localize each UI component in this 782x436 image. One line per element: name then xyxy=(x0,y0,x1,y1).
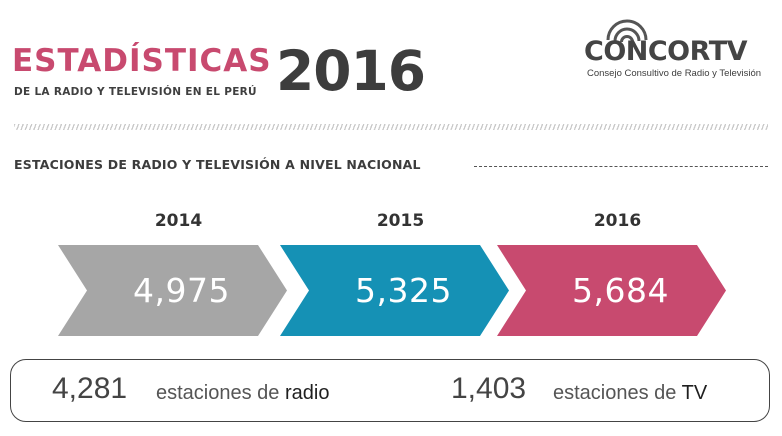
year-label-2016: 2016 xyxy=(593,211,642,231)
chevron-2016: 5,684 xyxy=(497,245,726,336)
bar-2014 xyxy=(58,245,287,336)
report-title: ESTADÍSTICAS xyxy=(12,43,272,79)
tv-label-prefix: estaciones de xyxy=(553,382,677,404)
bar-2016 xyxy=(497,245,726,336)
logo-tagline: Consejo Consultivo de Radio y Televisión xyxy=(587,68,762,79)
summary-box xyxy=(10,359,770,422)
tv-label-emphasis: TV xyxy=(681,382,708,404)
chevron-shape-2014 xyxy=(58,245,287,336)
radio-count: 4,281 xyxy=(52,372,128,405)
section-title: ESTACIONES DE RADIO Y TELEVISIÓN A NIVEL… xyxy=(14,157,421,172)
broadcast-waves-icon xyxy=(606,19,648,43)
radio-label: estaciones de radio xyxy=(156,381,329,405)
chevron-2015: 5,325 xyxy=(280,245,509,336)
value-label-2014: 4,975 xyxy=(133,271,230,310)
year-label-2015: 2015 xyxy=(376,211,425,231)
chevron-2014: 4,975 xyxy=(58,245,287,336)
logo-name: CONCORTV xyxy=(584,36,748,67)
year-label-2014: 2014 xyxy=(154,211,203,231)
value-label-2015: 5,325 xyxy=(355,271,452,310)
radio-label-emphasis: radio xyxy=(284,382,330,404)
chevron-shape-2016 xyxy=(497,245,726,336)
radio-label-prefix: estaciones de xyxy=(156,382,280,404)
chevron-shape-2015 xyxy=(280,245,509,336)
hatched-divider xyxy=(14,124,768,130)
report-year: 2016 xyxy=(276,39,426,103)
report-subtitle: DE LA RADIO Y TELEVISIÓN EN EL PERÚ xyxy=(14,86,257,98)
value-label-2016: 5,684 xyxy=(572,271,669,310)
tv-count: 1,403 xyxy=(451,372,527,405)
section-dashed-line xyxy=(474,166,768,167)
bar-2015 xyxy=(280,245,509,336)
tv-label: estaciones de TV xyxy=(553,381,707,405)
